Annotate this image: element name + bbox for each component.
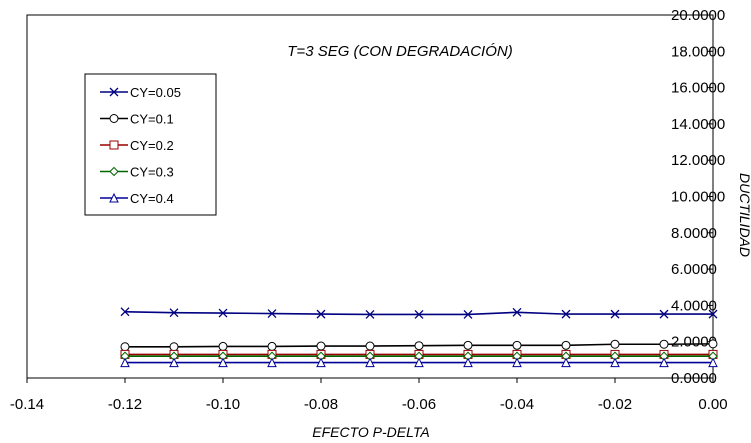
point-marker [512, 357, 522, 368]
point-marker [316, 357, 326, 368]
legend-label: CY=0.3 [130, 165, 174, 180]
point-marker [561, 340, 571, 350]
point-marker [316, 309, 326, 319]
point-marker [463, 357, 473, 368]
point-marker [463, 340, 473, 350]
point-marker [610, 339, 620, 349]
point-marker [109, 114, 119, 123]
y-axis: 0.00002.00004.00006.00008.000010.000012.… [671, 7, 725, 387]
legend-label: CY=0.4 [130, 191, 174, 206]
series-layer [120, 307, 718, 368]
y-tick-label: 18.0000 [671, 43, 725, 60]
point-marker [316, 341, 326, 351]
point-marker [267, 357, 277, 368]
y-tick-label: 2.0000 [671, 334, 717, 351]
y-tick-label: 10.0000 [671, 189, 725, 206]
point-marker [365, 310, 375, 319]
legend-item: CY=0.05 [100, 85, 181, 100]
point-marker [120, 342, 130, 352]
point-marker [169, 308, 179, 318]
y-tick-label: 16.0000 [671, 80, 725, 97]
series-cy-0-4 [120, 357, 718, 368]
point-marker [659, 339, 669, 349]
point-marker [218, 357, 228, 368]
series-cy-0-3 [120, 351, 718, 361]
y-tick-label: 12.0000 [671, 152, 725, 169]
point-marker [109, 140, 119, 150]
point-marker [218, 341, 228, 351]
legend-item: CY=0.3 [100, 165, 174, 180]
point-marker [512, 307, 522, 317]
x-tick-label: -0.02 [598, 396, 632, 413]
x-tick-label: -0.12 [108, 396, 142, 413]
point-marker [414, 341, 424, 351]
point-marker [512, 340, 522, 350]
point-marker [365, 341, 375, 351]
series-cy-0-05 [120, 307, 718, 319]
x-tick-label: -0.06 [402, 396, 436, 413]
point-marker [109, 166, 119, 177]
legend-item: CY=0.2 [100, 138, 174, 153]
x-tick-label: -0.08 [304, 396, 338, 413]
legend-label: CY=0.2 [130, 138, 174, 153]
point-marker [561, 357, 571, 368]
point-marker [414, 310, 424, 319]
chart-title: T=3 SEG (CON DEGRADACIÓN) [287, 43, 512, 60]
point-marker [109, 87, 119, 97]
y-tick-label: 6.0000 [671, 261, 717, 278]
point-marker [218, 308, 228, 318]
point-marker [463, 310, 473, 319]
point-marker [169, 342, 179, 352]
point-marker [120, 307, 130, 317]
y-tick-label: 20.0000 [671, 7, 725, 24]
x-tick-label: -0.10 [206, 396, 240, 413]
x-axis: -0.14 -0.12 -0.10 -0.08 -0.06 -0.04 -0.02 0.00 [10, 377, 728, 413]
y-tick-label: 14.0000 [671, 116, 725, 133]
y-tick-label: 8.0000 [671, 225, 717, 242]
point-marker [365, 357, 375, 368]
legend: CY=0.05 CY=0.1 CY=0.2 CY=0.3 CY=0.4 [84, 73, 217, 216]
point-marker [169, 357, 179, 368]
x-axis-title: EFECTO P-DELTA [312, 424, 429, 440]
legend-label: CY=0.05 [130, 85, 181, 100]
point-marker [109, 192, 119, 203]
point-marker [414, 357, 424, 368]
point-marker [267, 309, 277, 319]
y-tick-label: 4.0000 [671, 297, 717, 314]
legend-label: CY=0.1 [130, 112, 174, 127]
point-marker [659, 309, 669, 319]
point-marker [659, 357, 669, 368]
y-axis-title: DUCTILIDAD [737, 173, 751, 257]
x-tick-label: -0.04 [500, 396, 534, 413]
legend-item: CY=0.4 [100, 191, 174, 206]
legend-item: CY=0.1 [100, 112, 174, 127]
point-marker [708, 357, 718, 368]
point-marker [610, 309, 620, 319]
point-marker [561, 309, 571, 319]
x-tick-label: 0.00 [698, 396, 727, 413]
point-marker [708, 309, 718, 319]
point-marker [610, 357, 620, 368]
point-marker [267, 341, 277, 351]
x-tick-label: -0.14 [10, 396, 44, 413]
point-marker [708, 339, 718, 349]
point-marker [120, 357, 130, 368]
